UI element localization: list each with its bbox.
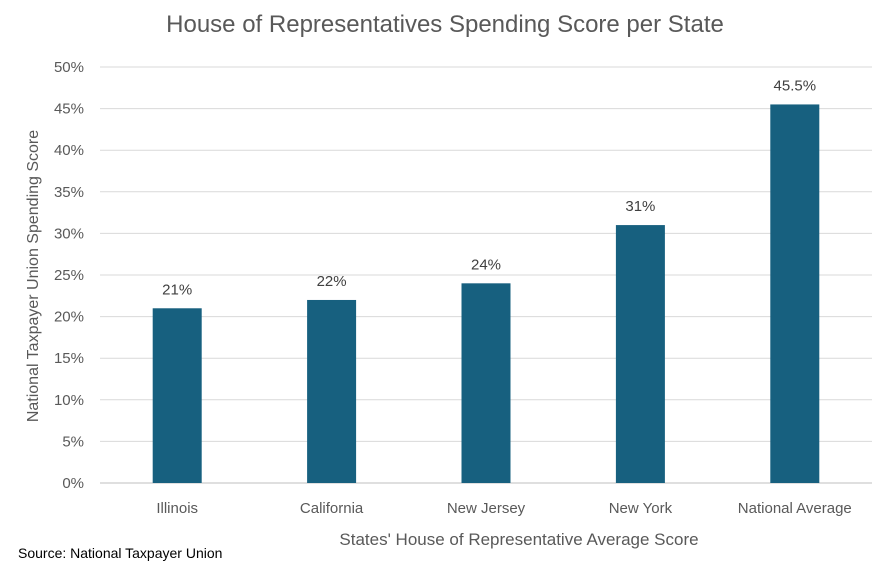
- y-tick-label: 20%: [54, 309, 84, 326]
- y-axis-label: National Taxpayer Union Spending Score: [25, 130, 42, 422]
- data-label: 24%: [471, 256, 501, 273]
- bar: [770, 104, 820, 483]
- data-label: 31%: [625, 198, 655, 215]
- y-tick-label: 35%: [54, 184, 84, 201]
- source-note: Source: National Taxpayer Union: [18, 545, 222, 561]
- bars: [152, 104, 820, 483]
- y-tick-label: 50%: [54, 59, 84, 76]
- x-tick-label: National Average: [738, 500, 852, 517]
- bar: [615, 225, 665, 483]
- data-label: 45.5%: [774, 77, 817, 94]
- bar: [307, 299, 357, 483]
- y-tick-label: 45%: [54, 101, 84, 118]
- y-tick-label: 30%: [54, 225, 84, 242]
- y-tick-label: 40%: [54, 142, 84, 159]
- y-tick-label: 25%: [54, 267, 84, 284]
- x-tick-label: Illinois: [156, 500, 198, 517]
- data-label: 21%: [162, 281, 192, 298]
- data-label: 22%: [317, 273, 347, 290]
- bar: [461, 283, 511, 483]
- x-axis-ticks: Illinois California New Jersey New York Nati…: [156, 500, 851, 517]
- y-tick-label: 15%: [54, 350, 84, 367]
- x-tick-label: California: [300, 500, 364, 517]
- chart-title: House of Representatives Spending Score …: [166, 11, 724, 38]
- y-axis-ticks: 0% 5% 10% 15% 20% 25% 30% 35% 40% 45% 50%: [54, 59, 84, 492]
- x-tick-label: New Jersey: [447, 500, 526, 517]
- y-tick-label: 10%: [54, 392, 84, 409]
- y-tick-label: 5%: [62, 433, 84, 450]
- bar: [152, 308, 202, 483]
- y-tick-label: 0%: [62, 475, 84, 492]
- x-axis-label: States' House of Representative Average …: [339, 530, 698, 549]
- x-tick-label: New York: [609, 500, 673, 517]
- data-labels: 21% 22% 24% 31% 45.5%: [162, 77, 816, 298]
